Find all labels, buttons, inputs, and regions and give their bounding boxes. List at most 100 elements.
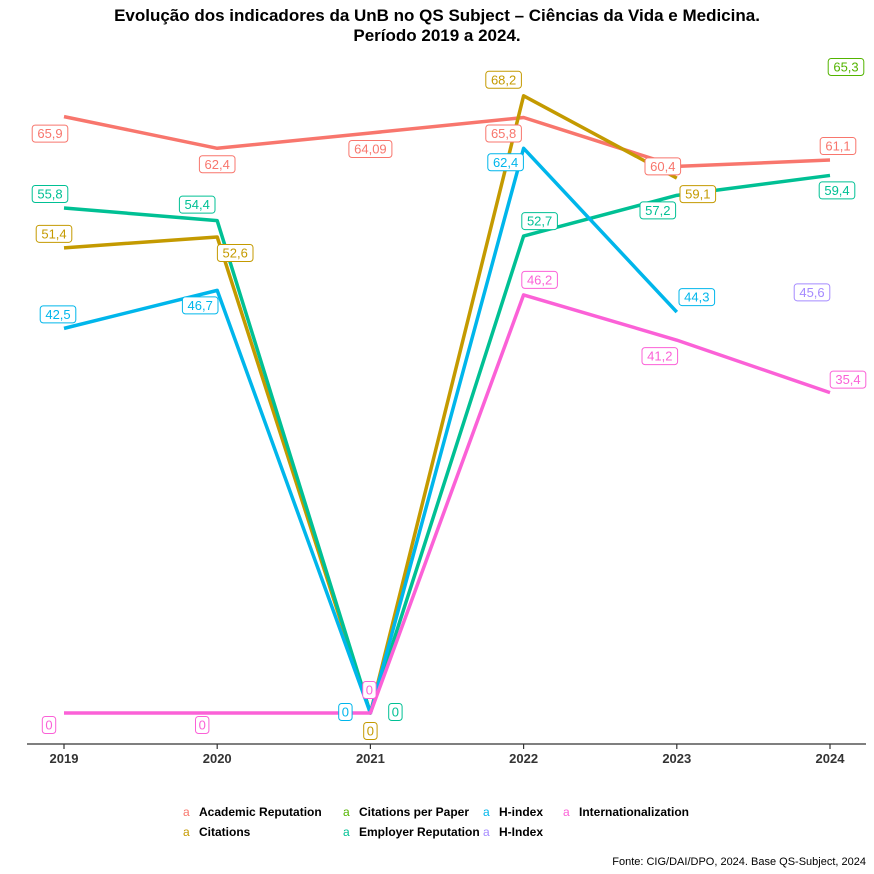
data-label: 65,9 — [31, 124, 69, 143]
data-label-text: 65,8 — [491, 126, 516, 141]
legend-key: a — [483, 805, 490, 819]
legend-label: Academic Reputation — [199, 805, 322, 819]
data-label: 0 — [338, 703, 353, 721]
data-label-box — [363, 722, 378, 740]
data-label: 0 — [388, 703, 403, 721]
legend-item: a Citations — [183, 825, 343, 839]
data-label: 60,4 — [644, 157, 682, 176]
data-label-text: 59,1 — [685, 187, 710, 202]
data-label-text: 42,5 — [45, 307, 70, 322]
legend-label: H-Index — [499, 825, 544, 839]
data-label: 68,2 — [485, 70, 522, 89]
data-label-text: 52,6 — [223, 245, 248, 260]
source-caption: Fonte: CIG/DAI/DPO, 2024. Base QS-Subjec… — [612, 856, 866, 868]
data-label-text: 45,6 — [799, 285, 824, 300]
legend-item: a Citations per Paper — [343, 805, 483, 819]
x-tick-label: 2023 — [662, 751, 691, 766]
legend-item: a H-index — [483, 805, 563, 819]
data-label-box — [487, 153, 524, 172]
data-label-box — [216, 243, 254, 262]
legend-item: a Internationalization — [563, 805, 713, 819]
data-label-box — [195, 716, 210, 734]
data-label: 0 — [362, 681, 377, 699]
data-label-box — [178, 195, 216, 214]
data-label: 62,4 — [487, 153, 524, 172]
legend-key: a — [563, 805, 570, 819]
x-tick-label: 2019 — [50, 751, 79, 766]
data-label: 45,6 — [793, 283, 831, 302]
data-label-text: 61,1 — [825, 139, 850, 154]
data-label: 52,7 — [521, 212, 558, 231]
data-label-text: 46,2 — [527, 272, 552, 287]
data-label-text: 57,2 — [645, 203, 670, 218]
data-label-box — [181, 296, 219, 315]
data-label-box — [362, 681, 377, 699]
data-label-box — [31, 185, 69, 204]
data-label-text: 59,4 — [824, 183, 849, 198]
data-label-box — [338, 703, 353, 721]
data-label: 65,3 — [827, 58, 865, 77]
data-label: 59,1 — [679, 185, 717, 204]
legend-item: a Academic Reputation — [183, 805, 343, 819]
data-label: 35,4 — [829, 370, 867, 389]
data-label-text: 0 — [367, 724, 374, 739]
data-label-box — [639, 201, 677, 220]
data-label: 65,8 — [485, 124, 522, 143]
data-label-text: 0 — [199, 718, 206, 733]
data-label-box — [485, 70, 522, 89]
data-label-box — [348, 139, 393, 158]
data-label-text: 60,4 — [650, 159, 675, 174]
legend-key: a — [483, 825, 490, 839]
data-label-box — [641, 347, 679, 366]
data-label-box — [31, 124, 69, 143]
legend-label: Internationalization — [579, 805, 690, 819]
data-label-text: 62,4 — [205, 157, 230, 172]
data-label: 54,4 — [178, 195, 216, 214]
data-label: 46,2 — [521, 270, 558, 289]
legend-item: a Employer Reputation — [343, 825, 483, 839]
data-label-text: 0 — [392, 705, 399, 720]
data-label-box — [521, 212, 558, 231]
data-label: 44,3 — [678, 288, 716, 307]
legend-label: Citations — [199, 825, 251, 839]
data-label-text: 54,4 — [185, 197, 210, 212]
x-tick-label: 2021 — [356, 751, 385, 766]
data-label-text: 65,9 — [37, 126, 62, 141]
data-label-box — [678, 288, 716, 307]
data-label-box — [827, 58, 865, 77]
legend-key: a — [183, 805, 190, 819]
x-tick-label: 2020 — [203, 751, 232, 766]
series-line — [63, 114, 831, 169]
data-label-text: 55,8 — [37, 187, 62, 202]
data-label-box — [819, 137, 857, 156]
data-label: 0 — [363, 722, 378, 740]
series-line — [64, 293, 831, 715]
data-label-text: 41,2 — [647, 349, 672, 364]
data-label: 57,2 — [639, 201, 677, 220]
data-label-text: 68,2 — [491, 72, 516, 87]
series-line — [63, 146, 679, 715]
data-label-box — [388, 703, 403, 721]
data-label-text: 0 — [45, 718, 52, 733]
data-label-box — [829, 370, 867, 389]
data-label-text: 44,3 — [684, 290, 709, 305]
data-label: 41,2 — [641, 347, 679, 366]
chart-title: Evolução dos indicadores da UnB no QS Su… — [114, 6, 760, 25]
data-label-box — [198, 155, 236, 174]
data-label: 46,7 — [181, 296, 219, 315]
data-label-box — [485, 124, 522, 143]
x-tick-label: 2024 — [816, 751, 846, 766]
data-label-text: 46,7 — [188, 298, 213, 313]
data-label: 42,5 — [39, 305, 77, 324]
data-label: 0 — [195, 716, 210, 734]
data-label-text: 0 — [366, 683, 373, 698]
data-label-box — [521, 270, 558, 289]
chart-subtitle: Período 2019 a 2024. — [353, 26, 521, 45]
data-label: 51,4 — [35, 224, 73, 243]
data-label-text: 64,09 — [354, 141, 387, 156]
data-label-box — [793, 283, 831, 302]
data-label: 62,4 — [198, 155, 236, 174]
data-label: 64,09 — [348, 139, 393, 158]
x-tick-label: 2022 — [509, 751, 538, 766]
data-label: 59,4 — [818, 181, 856, 200]
